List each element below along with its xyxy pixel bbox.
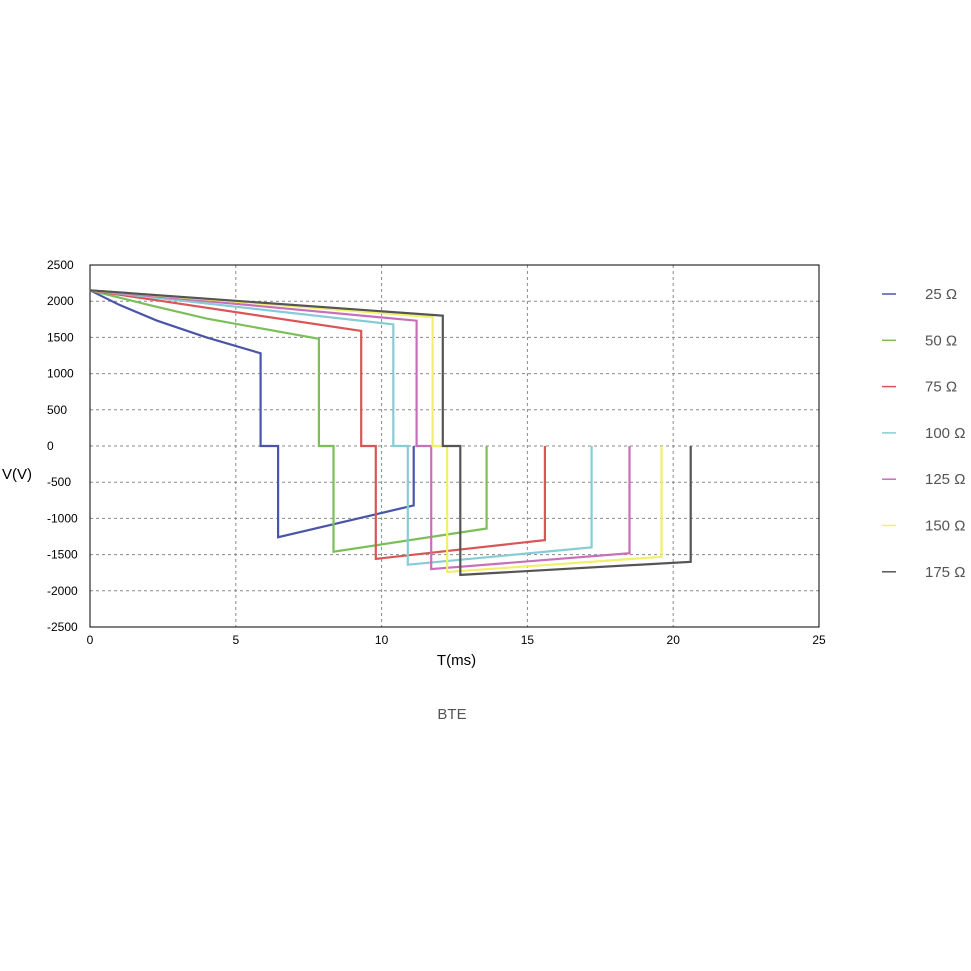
y-axis-title: V(V): [2, 466, 32, 483]
legend-label: 50 Ω: [925, 332, 957, 349]
legend-label: 100 Ω: [925, 425, 965, 442]
chart-caption: BTE: [437, 706, 466, 723]
x-tick-labels: 0 5 10 15 20 25: [87, 633, 826, 647]
y-tick-label: 500: [47, 403, 67, 417]
legend: 25 Ω 50 Ω 75 Ω 100 Ω 125 Ω 150 Ω 175 Ω: [882, 286, 965, 581]
y-tick-label: 2000: [47, 294, 74, 308]
x-tick-label: 10: [375, 633, 389, 647]
y-tick-label: -2500: [47, 620, 78, 634]
x-tick-label: 15: [521, 633, 535, 647]
series-line-1: [89, 289, 415, 539]
series-line-4: [89, 289, 593, 566]
x-tick-label: 25: [812, 633, 826, 647]
series-lines: [89, 289, 692, 577]
y-tick-label: 1500: [47, 330, 74, 344]
y-tick-label: -2000: [47, 584, 78, 598]
series-line-3: [89, 289, 546, 561]
legend-label: 125 Ω: [925, 471, 965, 488]
series-line-2: [89, 289, 488, 553]
legend-label: 175 Ω: [925, 564, 965, 581]
series-line-7: [89, 289, 692, 577]
plot-frame: [89, 264, 820, 628]
y-tick-label: 0: [47, 439, 54, 453]
x-tick-label: 0: [87, 633, 94, 647]
y-tick-label: -1500: [47, 548, 78, 562]
y-tick-labels: 2500 2000 1500 1000 500 0 -500 -1000 -1500 -2000 -…: [47, 258, 78, 634]
legend-label: 150 Ω: [925, 518, 965, 535]
y-tick-label: 1000: [47, 367, 74, 381]
x-tick-label: 5: [232, 633, 239, 647]
x-axis-title: T(ms): [437, 652, 476, 669]
x-tick-label: 20: [667, 633, 681, 647]
series-line-5: [89, 289, 631, 571]
y-tick-label: -1000: [47, 511, 78, 525]
y-tick-label: -500: [47, 475, 71, 489]
legend-label: 75 Ω: [925, 379, 957, 396]
y-tick-label: 2500: [47, 258, 74, 272]
legend-label: 25 Ω: [925, 286, 957, 303]
